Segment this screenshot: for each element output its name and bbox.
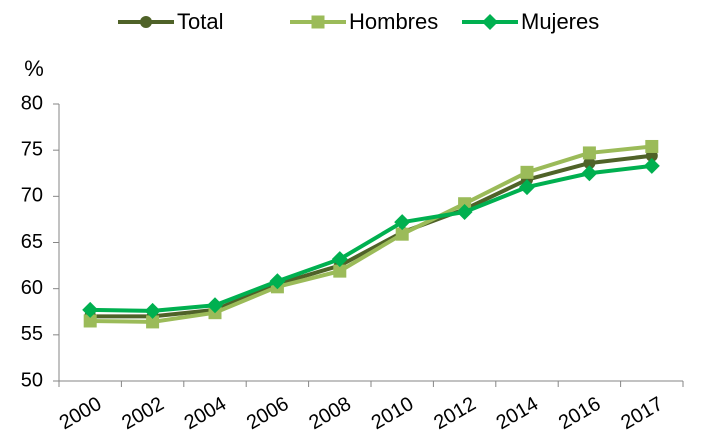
point [643,157,660,174]
point [333,264,347,278]
legend-marker [482,14,498,30]
point [83,314,97,328]
x-tick-label: 2008 [305,393,355,434]
x-tick-label: 2017 [617,393,667,434]
x-tick-label: 2014 [493,393,543,434]
point [583,157,596,170]
y-tick-label: 80 [21,92,43,114]
legend-label: Mujeres [521,9,599,34]
y-tick-label: 65 [21,231,43,253]
legend-marker [140,16,152,28]
point [331,251,348,268]
y-tick-label: 75 [21,138,43,160]
point [395,227,409,241]
point [82,301,99,318]
point [645,139,659,153]
x-tick-label: 2012 [430,393,480,434]
y-tick-label: 70 [21,185,43,207]
x-tick-label: 2004 [181,393,231,434]
point [394,214,411,231]
point [581,165,598,182]
point [458,197,472,211]
point [582,146,596,160]
legend-label: Hombres [349,9,438,34]
legend-label: Total [177,9,223,34]
x-tick-label: 2010 [368,393,418,434]
x-tick-label: 2006 [243,393,293,434]
point [144,302,161,319]
x-tick-label: 2016 [555,393,605,434]
x-tick-label: 2000 [56,393,106,434]
point [519,179,535,196]
y-tick-label: 50 [21,369,43,391]
y-axis-label: % [24,56,44,81]
point [146,315,160,329]
y-tick-label: 60 [21,277,43,299]
point [207,297,223,314]
point [269,273,286,290]
legend-marker [311,15,325,29]
series-line [90,144,653,324]
point [456,204,473,221]
series-line [90,153,653,319]
y-tick-label: 55 [21,323,43,345]
point [520,165,534,179]
x-tick-label: 2002 [118,393,168,434]
series-line [90,163,653,313]
